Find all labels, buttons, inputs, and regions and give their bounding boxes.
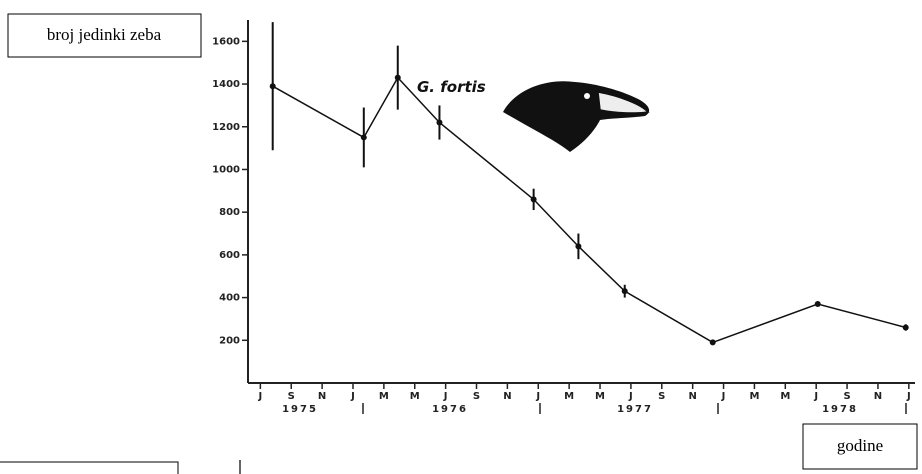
- year-label: 1976: [432, 404, 468, 415]
- x-tick-label: J: [535, 391, 540, 402]
- bird-head: [503, 81, 650, 152]
- y-tick-label: 1400: [212, 79, 240, 90]
- box-fragment: [0, 461, 179, 474]
- year-label: 1977: [617, 404, 653, 415]
- year-label: 1978: [822, 404, 858, 415]
- data-point: [394, 74, 401, 81]
- y-label-box: [7, 13, 202, 58]
- x-tick-label: M: [379, 391, 389, 402]
- x-tick-label: J: [443, 391, 448, 402]
- data-line: [272, 76, 906, 344]
- x-tick-label: M: [595, 391, 605, 402]
- data-point: [530, 196, 537, 203]
- x-tick-label: J: [813, 391, 818, 402]
- x-label: godine: [837, 436, 883, 455]
- x-tick-label: S: [288, 391, 295, 402]
- y-tick-label: 400: [219, 293, 240, 304]
- y-tick-label: 600: [219, 250, 240, 261]
- x-tick-label: S: [658, 391, 665, 402]
- data-point: [814, 300, 821, 307]
- data-point: [902, 324, 909, 331]
- data-point: [360, 134, 367, 141]
- data-point: [575, 243, 582, 250]
- y-label: broj jedinki zeba: [47, 25, 162, 44]
- x-tick-label: N: [503, 391, 511, 402]
- x-tick-label: S: [843, 391, 850, 402]
- x-tick-label: N: [688, 391, 696, 402]
- x-tick-label: M: [410, 391, 420, 402]
- y-tick-label: 1600: [212, 36, 240, 47]
- y-tick-label: 1000: [212, 164, 240, 175]
- x-tick-label: N: [318, 391, 326, 402]
- x-tick-label: J: [628, 391, 633, 402]
- plot-area: [269, 22, 909, 346]
- x-tick-label: M: [749, 391, 759, 402]
- x-tick-label: J: [906, 391, 911, 402]
- x-tick-label: J: [350, 391, 355, 402]
- x-label-box: [802, 423, 918, 470]
- data-point: [709, 339, 716, 346]
- data-point: [436, 119, 443, 126]
- y-tick-label: 1200: [212, 122, 240, 133]
- year-label: 1975: [282, 404, 318, 415]
- x-tick-label: M: [780, 391, 790, 402]
- x-tick-label: M: [564, 391, 574, 402]
- y-tick-label: 200: [219, 335, 240, 346]
- species-label: G. fortis: [417, 78, 486, 96]
- data-point: [621, 288, 628, 295]
- x-tick-label: N: [874, 391, 882, 402]
- x-tick-label: J: [257, 391, 262, 402]
- x-tick-label: J: [721, 391, 726, 402]
- data-point: [269, 83, 276, 90]
- x-tick-label: S: [473, 391, 480, 402]
- y-tick-label: 800: [219, 207, 240, 218]
